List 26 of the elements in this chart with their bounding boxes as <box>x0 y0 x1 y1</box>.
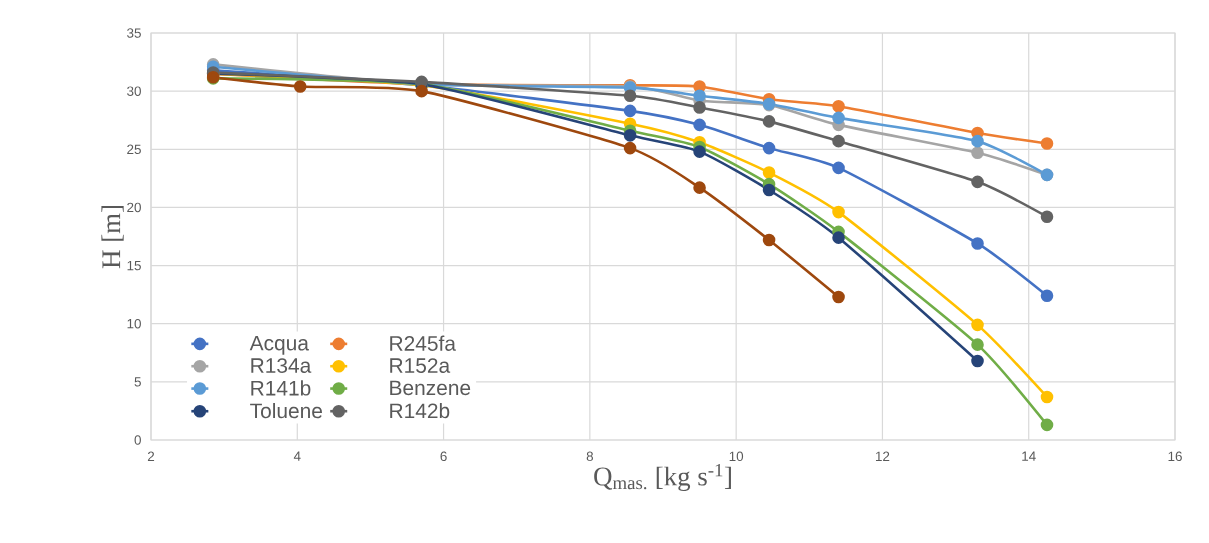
x-tick-label: 8 <box>586 451 594 462</box>
legend-label: R134a <box>251 358 312 373</box>
y-tick-label: 5 <box>134 377 141 387</box>
legend-label: R141b <box>251 380 311 396</box>
x-tick-label: 16 <box>1168 451 1182 462</box>
x-axis-title: Q$_{mas.}$ [kg s$^{-1}$] <box>594 463 731 492</box>
x-tick-label: 10 <box>729 451 744 462</box>
legend-label: Benzene <box>390 380 471 396</box>
legend-label: Toluene <box>250 402 322 419</box>
y-tick-label: 25 <box>127 144 141 155</box>
x-tick-label: 6 <box>440 451 447 462</box>
y-axis-title: H [m] <box>101 205 124 269</box>
x-tick-label: 14 <box>1022 451 1036 461</box>
y-tick-label: 30 <box>127 86 141 96</box>
x-tick-label: 12 <box>875 451 890 461</box>
y-tick-label: 35 <box>127 28 141 38</box>
y-tick-label: 15 <box>127 260 141 271</box>
y-tick-label: 20 <box>127 202 141 213</box>
y-tick-label: 0 <box>134 435 141 445</box>
x-tick-label: 2 <box>147 451 155 461</box>
legend-label: R245fa <box>390 335 456 351</box>
legend-label: R142b <box>390 402 450 419</box>
legend-label: Acqua <box>249 335 309 355</box>
x-tick-label: 4 <box>293 451 301 461</box>
legend-label: R152a <box>390 358 451 373</box>
y-tick-label: 10 <box>127 318 141 329</box>
